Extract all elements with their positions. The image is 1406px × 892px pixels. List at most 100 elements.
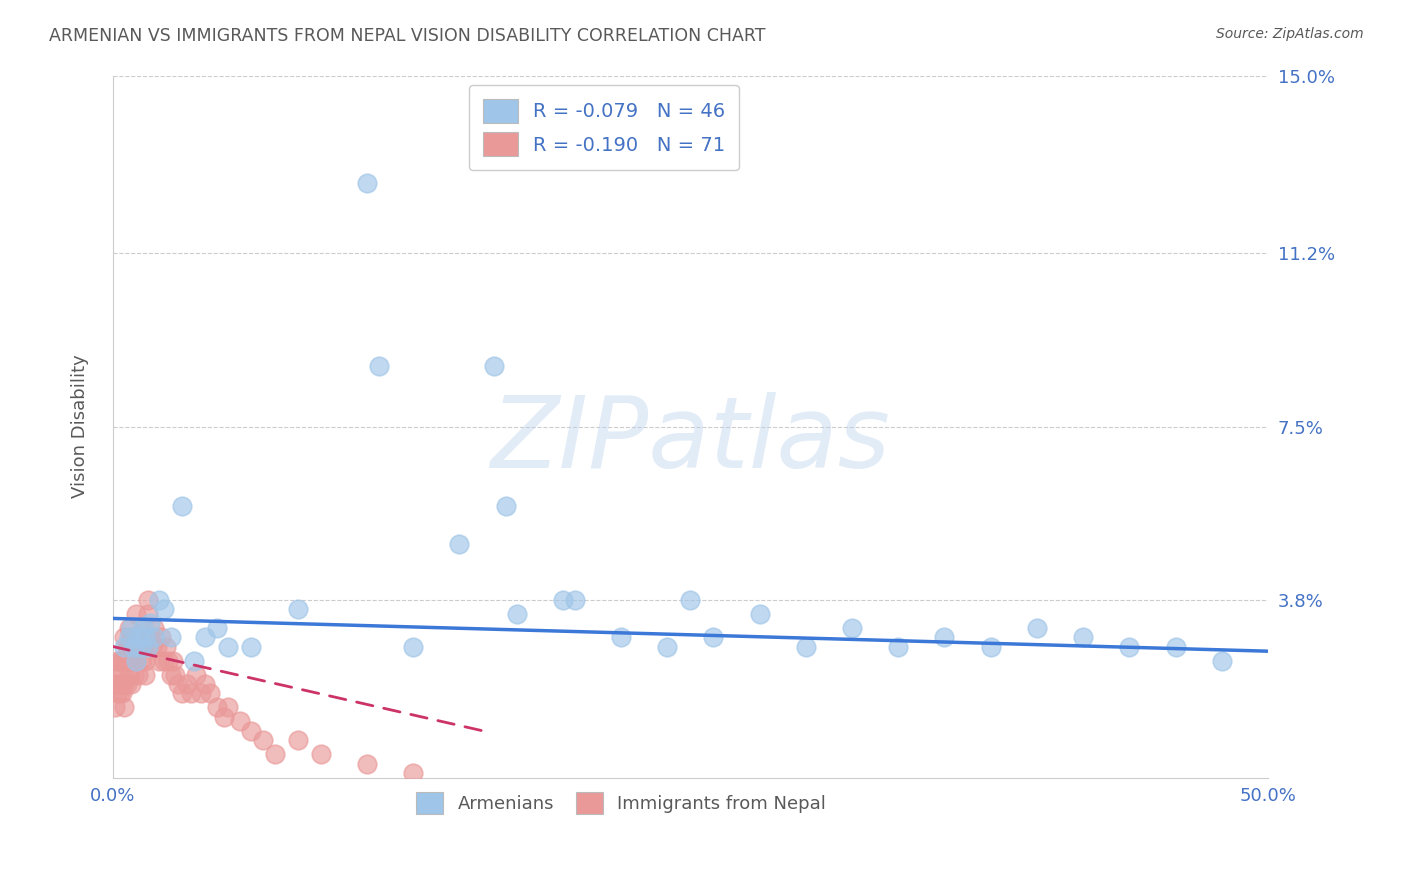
Point xyxy=(176,677,198,691)
Point xyxy=(980,640,1002,654)
Point xyxy=(356,176,378,190)
Point xyxy=(125,654,148,668)
Point xyxy=(112,654,135,668)
Point xyxy=(482,359,505,373)
Point xyxy=(125,654,148,668)
Point xyxy=(112,630,135,644)
Point xyxy=(118,667,141,681)
Point xyxy=(111,677,134,691)
Point xyxy=(143,621,166,635)
Point xyxy=(152,602,174,616)
Point xyxy=(108,677,131,691)
Point xyxy=(129,654,152,668)
Point xyxy=(1071,630,1094,644)
Point xyxy=(240,640,263,654)
Point xyxy=(679,592,702,607)
Point xyxy=(122,640,145,654)
Point xyxy=(155,640,177,654)
Point xyxy=(118,640,141,654)
Point xyxy=(172,499,194,513)
Point xyxy=(162,654,184,668)
Point xyxy=(150,630,173,644)
Point xyxy=(129,640,152,654)
Point xyxy=(217,640,239,654)
Point xyxy=(125,630,148,644)
Point xyxy=(184,667,207,681)
Point xyxy=(506,607,529,621)
Point xyxy=(134,667,156,681)
Point xyxy=(143,630,166,644)
Point xyxy=(148,592,170,607)
Point xyxy=(194,630,217,644)
Point xyxy=(104,677,127,691)
Point xyxy=(263,747,285,761)
Point xyxy=(108,654,131,668)
Legend: Armenians, Immigrants from Nepal: Armenians, Immigrants from Nepal xyxy=(405,781,837,825)
Point xyxy=(107,654,129,668)
Point xyxy=(748,607,770,621)
Point xyxy=(166,677,188,691)
Point xyxy=(212,709,235,723)
Point xyxy=(115,640,138,654)
Point xyxy=(108,667,131,681)
Point xyxy=(127,640,149,654)
Point xyxy=(1211,654,1233,668)
Point xyxy=(118,630,141,644)
Point xyxy=(134,630,156,644)
Point xyxy=(194,677,217,691)
Point xyxy=(141,640,163,654)
Point xyxy=(157,654,180,668)
Point xyxy=(841,621,863,635)
Point xyxy=(190,686,212,700)
Point xyxy=(148,654,170,668)
Point xyxy=(139,616,162,631)
Point xyxy=(136,607,159,621)
Point xyxy=(136,640,159,654)
Point xyxy=(165,667,187,681)
Point xyxy=(136,592,159,607)
Point xyxy=(887,640,910,654)
Point xyxy=(129,630,152,644)
Point xyxy=(134,654,156,668)
Point xyxy=(553,592,575,607)
Point xyxy=(112,677,135,691)
Point xyxy=(657,640,679,654)
Point xyxy=(610,630,633,644)
Point xyxy=(252,733,274,747)
Point xyxy=(495,499,517,513)
Point xyxy=(118,621,141,635)
Point xyxy=(1025,621,1047,635)
Point xyxy=(240,723,263,738)
Text: ARMENIAN VS IMMIGRANTS FROM NEPAL VISION DISABILITY CORRELATION CHART: ARMENIAN VS IMMIGRANTS FROM NEPAL VISION… xyxy=(49,27,766,45)
Point xyxy=(159,667,181,681)
Point xyxy=(449,536,471,550)
Point xyxy=(111,686,134,700)
Point xyxy=(107,686,129,700)
Point xyxy=(564,592,586,607)
Point xyxy=(132,621,155,635)
Point xyxy=(115,677,138,691)
Y-axis label: Vision Disability: Vision Disability xyxy=(72,355,89,499)
Point xyxy=(120,677,142,691)
Point xyxy=(1164,640,1187,654)
Point xyxy=(205,621,228,635)
Point xyxy=(934,630,956,644)
Point xyxy=(115,654,138,668)
Point xyxy=(120,654,142,668)
Point xyxy=(702,630,724,644)
Point xyxy=(108,686,131,700)
Point xyxy=(794,640,817,654)
Point xyxy=(139,630,162,644)
Point xyxy=(180,686,202,700)
Point xyxy=(125,607,148,621)
Point xyxy=(132,621,155,635)
Point xyxy=(198,686,221,700)
Point xyxy=(356,756,378,771)
Point xyxy=(132,640,155,654)
Point xyxy=(402,640,425,654)
Point xyxy=(287,733,309,747)
Point xyxy=(402,765,425,780)
Point xyxy=(287,602,309,616)
Point xyxy=(127,667,149,681)
Point xyxy=(111,654,134,668)
